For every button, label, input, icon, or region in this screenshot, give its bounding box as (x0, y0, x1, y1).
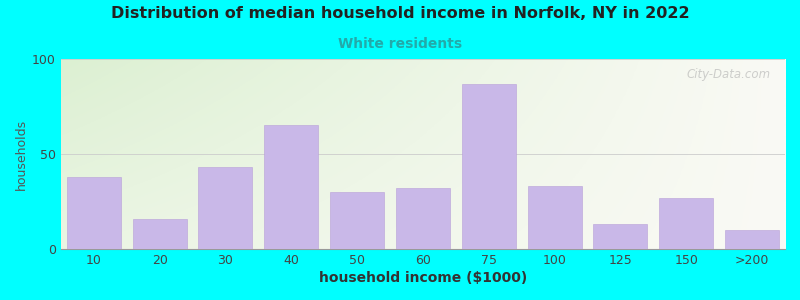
Bar (198, 167, 253, 249)
Bar (462, 84, 516, 249)
Bar (133, 219, 186, 249)
Bar (396, 188, 450, 249)
X-axis label: household income ($1000): household income ($1000) (319, 271, 527, 285)
Bar (528, 186, 582, 249)
Bar (67, 177, 121, 249)
Bar (725, 230, 779, 249)
Bar (659, 198, 714, 249)
Bar (330, 192, 384, 249)
Text: Distribution of median household income in Norfolk, NY in 2022: Distribution of median household income … (110, 6, 690, 21)
Text: City-Data.com: City-Data.com (686, 68, 770, 82)
Bar (264, 125, 318, 249)
Bar (594, 224, 647, 249)
Y-axis label: households: households (15, 118, 28, 190)
Text: White residents: White residents (338, 38, 462, 52)
